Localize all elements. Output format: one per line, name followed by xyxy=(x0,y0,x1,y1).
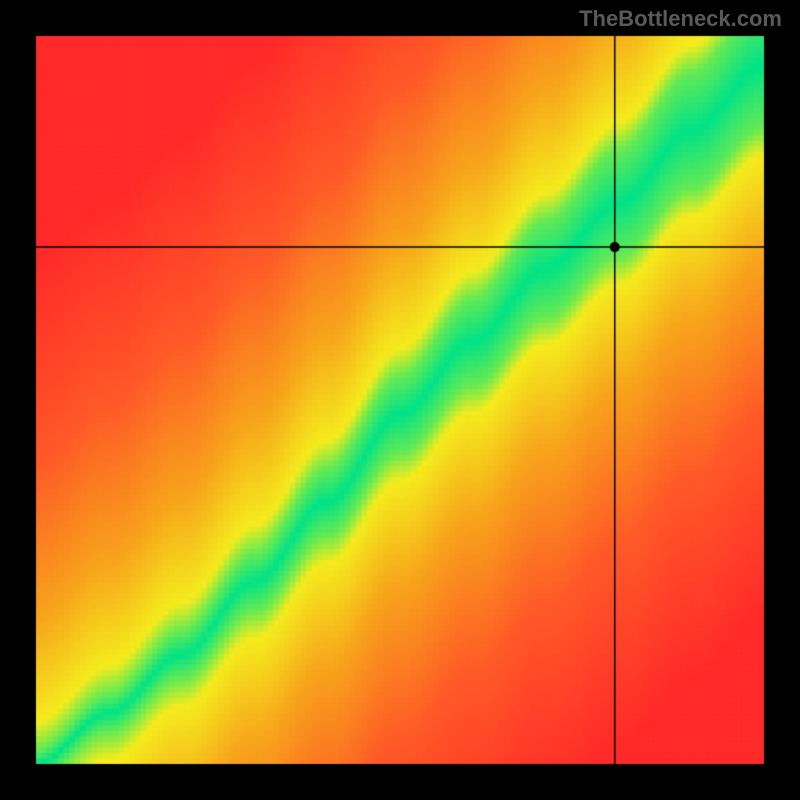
bottleneck-heatmap xyxy=(0,0,800,800)
chart-container: TheBottleneck.com xyxy=(0,0,800,800)
watermark-text: TheBottleneck.com xyxy=(579,6,782,32)
